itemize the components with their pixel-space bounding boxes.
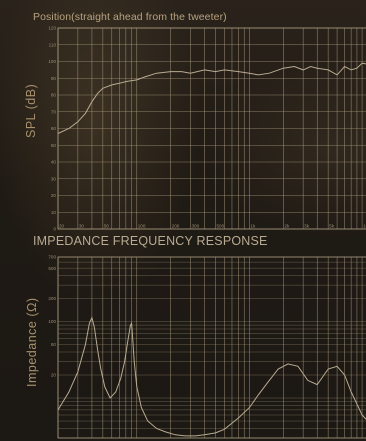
spl-y-tick-label: 50 bbox=[51, 143, 57, 148]
impedance-y-tick-label: 20 bbox=[51, 373, 57, 378]
spl-x-tick-label: 100 bbox=[138, 224, 146, 229]
spl-y-tick-label: 10 bbox=[51, 210, 57, 215]
spl-x-tick-label: 1k bbox=[250, 224, 256, 229]
spl-y-tick-label: 90 bbox=[51, 76, 57, 81]
spl-x-tick-label: 2k bbox=[284, 224, 290, 229]
spl-y-tick-label: 0 bbox=[53, 227, 56, 232]
spl-x-tick-label: 50 bbox=[104, 224, 110, 229]
spl-y-tick-label: 120 bbox=[48, 26, 56, 31]
impedance-y-tick-label: 100 bbox=[48, 319, 56, 324]
impedance-y-tick-label: 50 bbox=[51, 342, 57, 347]
impedance-y-tick-label: 700 bbox=[48, 255, 56, 260]
spl-x-tick-label: 20 bbox=[59, 224, 65, 229]
spl-x-tick-label: 5k bbox=[329, 224, 335, 229]
spl-x-tick-label: 10k bbox=[363, 224, 366, 229]
impedance-chart-title: IMPEDANCE FREQUENCY RESPONSE bbox=[33, 234, 268, 248]
spl-y-tick-label: 40 bbox=[51, 160, 57, 165]
impedance-y-tick-label: 500 bbox=[48, 266, 56, 271]
spl-x-tick-label: 500 bbox=[217, 224, 225, 229]
spl-y-tick-label: 70 bbox=[51, 109, 57, 114]
spl-y-tick-label: 20 bbox=[51, 193, 57, 198]
spl-y-tick-label: 30 bbox=[51, 176, 57, 181]
spl-y-tick-label: 100 bbox=[48, 59, 56, 64]
spl-x-tick-label: 200 bbox=[172, 224, 180, 229]
spl-curve bbox=[57, 62, 366, 134]
impedance-plot-frame bbox=[57, 256, 366, 439]
spl-y-tick-label: 110 bbox=[49, 42, 57, 47]
impedance-curve bbox=[57, 316, 366, 437]
spl-y-tick-label: 60 bbox=[51, 126, 57, 131]
spl-x-tick-label: 30 bbox=[79, 224, 85, 229]
spl-plot-frame bbox=[57, 27, 366, 230]
spl-x-tick-label: 300 bbox=[192, 224, 200, 229]
impedance-y-tick-label: 200 bbox=[48, 296, 56, 301]
spl-x-tick-label: 3k bbox=[304, 224, 310, 229]
spl-chart-title: Position(straight ahead from the tweeter… bbox=[33, 11, 227, 23]
spl-y-tick-label: 80 bbox=[51, 93, 57, 98]
